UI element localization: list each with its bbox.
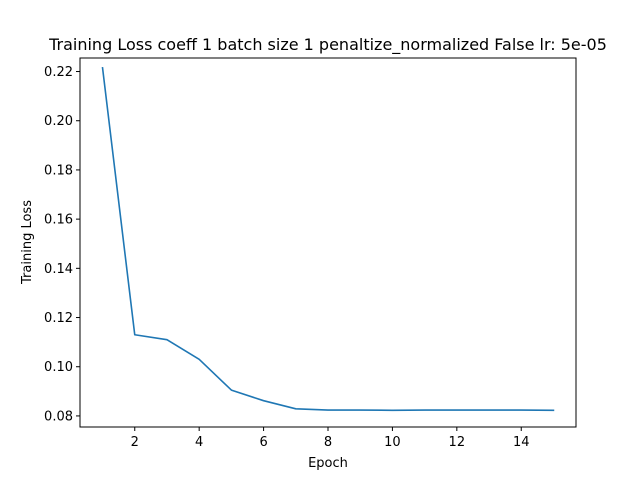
x-tick-label: 14: [513, 435, 530, 450]
x-tick-label: 10: [384, 435, 401, 450]
y-tick-label: 0.20: [44, 114, 73, 129]
y-axis-label: Training Loss: [20, 200, 35, 285]
x-tick-label: 2: [131, 435, 139, 450]
plot-area: 2 4 6 8 10 12 14 0.08 0.10 0.12 0.14 0.16 0.18 0.20 0.…: [44, 57, 577, 450]
y-tick-label: 0.18: [44, 163, 73, 178]
y-tick-label: 0.08: [44, 409, 73, 424]
y-tick-label: 0.12: [44, 311, 73, 326]
x-tick-label: 4: [195, 435, 203, 450]
y-tick-label: 0.22: [44, 65, 73, 80]
x-tick-label: 6: [259, 435, 267, 450]
chart-title: Training Loss coeff 1 batch size 1 penal…: [48, 35, 607, 55]
y-tick-label: 0.10: [44, 360, 73, 375]
series-line-0: [101, 66, 555, 412]
y-tick-label: 0.16: [44, 213, 73, 228]
x-tick-label: 12: [449, 435, 466, 450]
x-axis-label: Epoch: [308, 456, 348, 471]
x-tick-label: 8: [324, 435, 332, 450]
y-tick-label: 0.14: [44, 262, 73, 277]
